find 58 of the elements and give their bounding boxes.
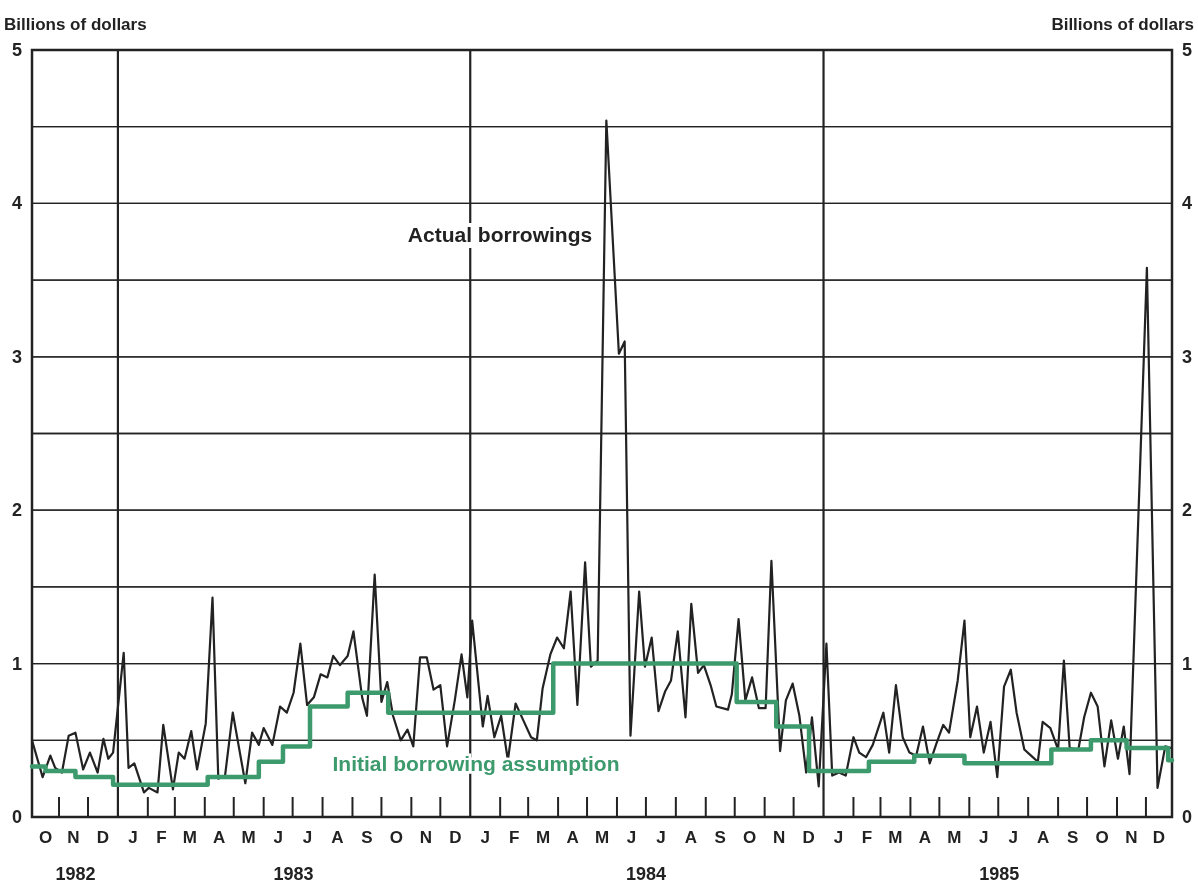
y2-tick-label: 2 [1182, 500, 1193, 521]
text: M [947, 828, 962, 847]
text: M [182, 828, 197, 847]
series-label: Actual borrowings [407, 223, 593, 246]
text: J [626, 828, 637, 847]
text: D [449, 828, 462, 847]
text: A [213, 828, 226, 847]
text: M [594, 828, 610, 847]
text: A [918, 828, 932, 847]
text: D [96, 828, 110, 847]
text: O [743, 828, 757, 847]
text: S [714, 828, 726, 847]
text: A [1036, 828, 1050, 847]
text: J [273, 828, 283, 847]
x-tick-label: 1983 [273, 864, 314, 884]
x-tick-label: 1984 [625, 864, 666, 884]
y2-tick-label: 4 [1182, 193, 1193, 214]
x-tick-label: 1985 [979, 864, 1020, 884]
text: M [241, 828, 256, 847]
text: O [38, 828, 53, 847]
text: O [389, 828, 404, 847]
text: A [331, 828, 344, 847]
y-tick-label: 0 [11, 807, 22, 827]
text: J [979, 828, 989, 847]
text: F [508, 828, 520, 847]
text: N [772, 828, 786, 847]
y2-tick-label: 1 [1182, 653, 1193, 674]
y-tick-label: 1 [11, 653, 22, 674]
y2-tick-label: 5 [1182, 40, 1193, 60]
text: J [1008, 828, 1018, 847]
text: N [419, 828, 432, 847]
text: S [361, 828, 373, 847]
text: F [861, 828, 873, 847]
y-tick-label: 2 [11, 500, 22, 521]
text: J [128, 828, 138, 847]
text: J [480, 828, 490, 847]
y2-tick-label: 3 [1182, 346, 1193, 367]
y2-tick-label: 0 [1182, 807, 1193, 827]
text: F [156, 828, 167, 847]
text: J [302, 828, 313, 847]
text: D [802, 828, 815, 847]
y-tick-label: 3 [11, 346, 22, 367]
text: J [656, 828, 666, 847]
text: S [1066, 828, 1079, 847]
y-tick-label: 4 [11, 193, 22, 214]
text: M [536, 828, 551, 847]
text: M [888, 828, 903, 847]
y-axis-title: Billions of dollars [4, 15, 147, 34]
text: N [1125, 828, 1138, 847]
text: A [566, 828, 579, 847]
text: D [1152, 828, 1166, 847]
text: O [1095, 828, 1109, 847]
text: N [67, 828, 80, 847]
text: J [833, 828, 844, 847]
text: A [684, 828, 697, 847]
x-tick-label: 1982 [55, 864, 96, 884]
y2-axis-title: Billions of dollars [1051, 15, 1194, 34]
y-tick-label: 5 [11, 40, 22, 60]
